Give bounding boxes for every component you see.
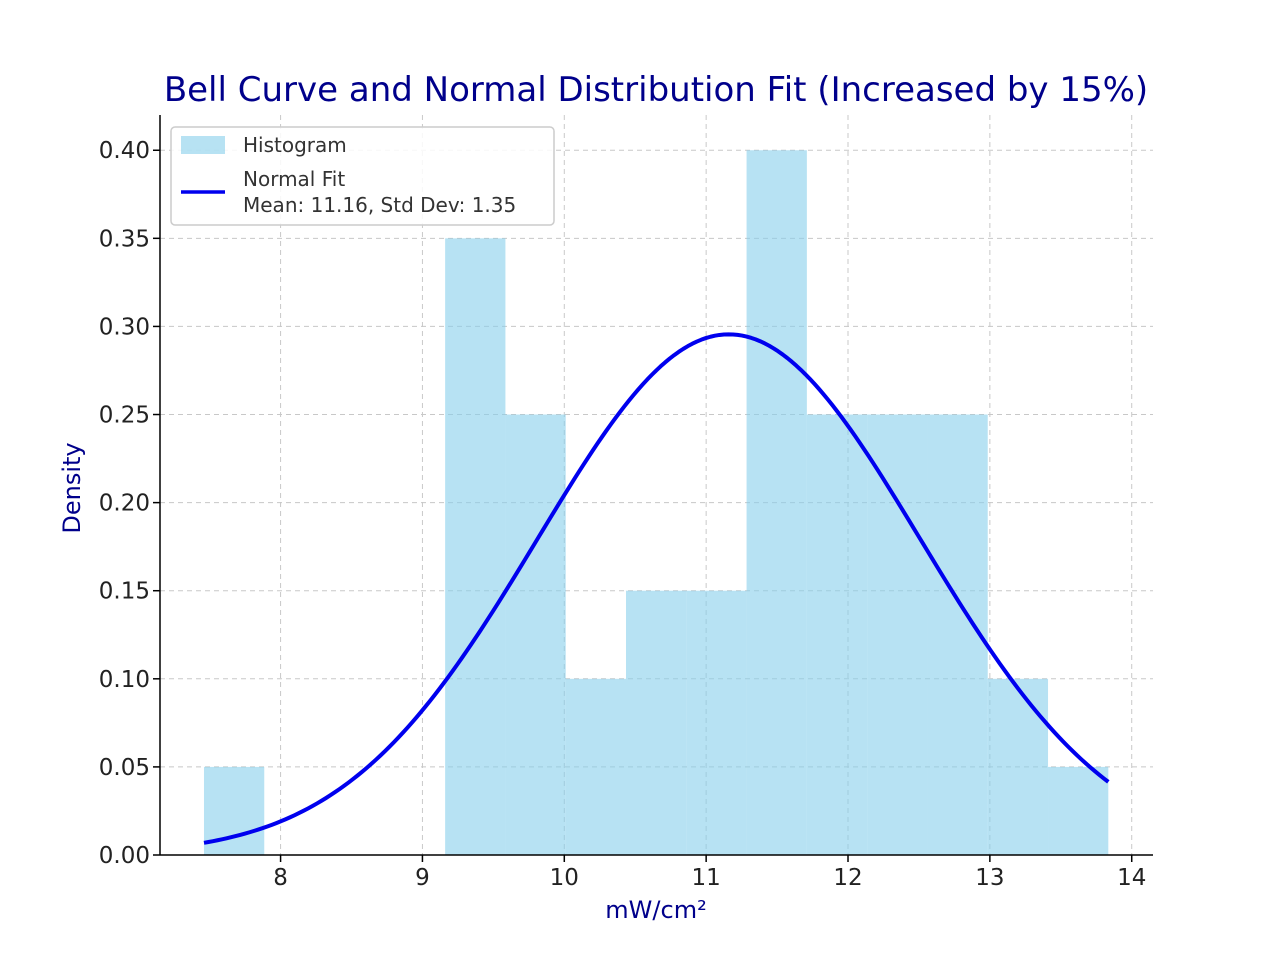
y-tick-label: 0.00 [99,843,150,869]
x-tick-label: 10 [550,865,579,891]
legend-histogram-label: Histogram [243,133,347,157]
y-tick-label: 0.10 [99,667,150,693]
histogram-bar [445,238,506,856]
histogram-bar [746,150,807,855]
x-axis-label: mW/cm² [605,896,706,924]
histogram-bar [626,590,687,855]
histogram-bars [203,150,1109,856]
x-tick-label: 14 [1117,865,1146,891]
ticks: 8 9 10 11 12 13 14 0.00 0.05 0.10 0.15 0.20 0.25 0.30… [99,138,1147,891]
x-tick-label: 11 [692,865,721,891]
legend-histogram-swatch [181,136,225,154]
histogram-bar [686,590,747,855]
x-tick-label: 8 [273,865,288,891]
histogram-bar [1048,766,1109,855]
y-tick-label: 0.20 [99,491,150,517]
histogram-bar [867,414,928,855]
legend-box [170,126,555,226]
histogram-bar [806,414,868,855]
histogram-bar [565,678,627,855]
x-tick-label: 13 [975,865,1004,891]
y-tick-label: 0.25 [99,403,150,429]
y-axis-label: Density [58,442,86,533]
histogram-bar [505,414,566,855]
normal-fit-layer [203,332,1110,845]
y-tick-label: 0.05 [99,755,150,781]
legend-normal-fit-label: Normal Fit [243,167,345,191]
x-tick-label: 12 [833,865,862,891]
chart-title: Bell Curve and Normal Distribution Fit (… [164,70,1148,110]
normal-fit-curve [203,332,1110,845]
y-tick-label: 0.35 [99,226,150,252]
histogram-bar [987,678,1049,855]
y-tick-label: 0.40 [99,138,150,164]
legend: Histogram Normal Fit Mean: 11.16, Std De… [170,126,555,226]
x-tick-label: 9 [415,865,430,891]
y-tick-label: 0.15 [99,579,150,605]
legend-normal-fit-stats: Mean: 11.16, Std Dev: 1.35 [243,193,516,217]
y-tick-label: 0.30 [99,314,150,340]
